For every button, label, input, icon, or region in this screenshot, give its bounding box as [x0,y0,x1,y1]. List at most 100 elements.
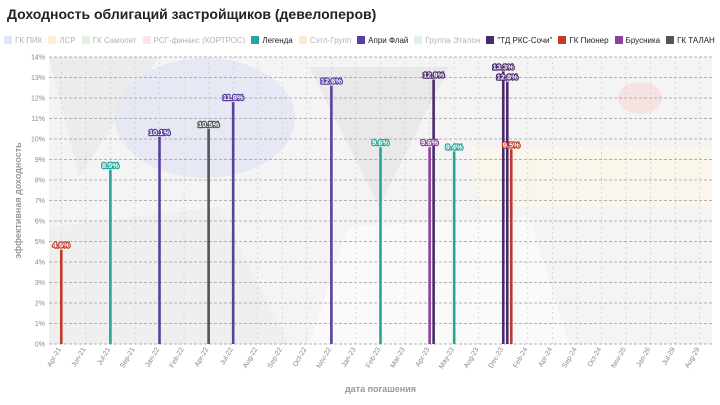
y-tick-label: 4% [35,260,45,267]
legend-label: "ТД РКС-Сочи" [497,35,553,45]
y-tick-label: 5% [35,239,45,246]
legend-item[interactable]: ГК Самолет [81,35,137,45]
x-tick-label: Jan-26 [636,346,653,368]
legend-label: ГК Самолет [92,35,137,45]
legend-label: ГК ТАЛАН [677,35,715,45]
x-tick-label: Jan-22 [144,346,161,368]
bar [109,169,112,344]
legend-label: ГК ПИК [15,35,43,45]
bar [231,102,235,344]
legend-swatch [486,36,495,44]
bar [379,147,382,344]
legend-item[interactable]: РСГ-финанс (КОРТРОС) [142,35,246,45]
x-tick-label: Sep-24 [561,346,578,369]
y-tick-label: 12% [31,96,45,103]
legend-item[interactable]: ГК ТАЛАН [666,36,715,45]
x-tick-label: Feb-23 [365,346,382,369]
data-label: 10.5% [198,120,220,129]
x-tick-label: Sep-22 [267,346,284,369]
bar [207,128,210,344]
data-label: 9.4% [446,142,463,151]
legend-item[interactable]: ГК Пионер [558,36,609,45]
bar [432,79,435,345]
chart-legend[interactable]: ГК ПИК ЛСР ГК Самолет РСГ-финанс (КОРТРОС) Л… [4,34,720,46]
bar [509,149,513,344]
x-tick-label: Apr-21 [46,346,63,368]
legend-swatch [357,36,366,44]
y-tick-label: 6% [35,219,45,226]
legend-swatch [251,36,260,44]
legend-label: РСГ-финанс (КОРТРОС) [153,35,246,45]
legend-swatch [81,36,90,44]
legend-label: ЛСР [59,35,76,45]
legend-item[interactable]: "ТД РКС-Сочи" [486,36,552,45]
data-labels: 4.6% 8.5% 9.6% 9.4% 10.1% 11.8% 12.6% 10.5% 9.6%… [52,61,522,251]
legend-swatch [298,36,307,44]
legend-item[interactable]: Сэтл-Групп [298,35,352,45]
x-tick-label: Aug-22 [242,346,259,369]
legend-item[interactable]: Апри Флай [357,36,408,45]
legend-swatch [666,36,675,44]
y-tick-label: 0% [35,342,45,349]
legend-label: Апри Флай [368,35,409,45]
y-tick-label: 14% [31,55,45,62]
bar [330,85,333,344]
data-label: 9.6% [421,138,438,147]
y-axis-title: эффективная доходность [13,142,23,259]
chart-title: Доходность облигаций застройщиков (девел… [7,6,377,22]
background-shape [309,67,449,207]
x-tick-label: Aug-29 [684,346,701,369]
x-tick-label: Feb-24 [512,346,529,369]
data-label: 12.6% [321,77,343,86]
background-shape [309,217,569,344]
legend-item[interactable]: Брусника [614,36,660,45]
legend-label: Легенда [262,35,293,45]
legend-swatch [4,36,12,44]
background-shape [469,147,712,207]
data-label: 12.9% [423,71,445,80]
x-tick-label: Apr-23 [415,346,432,368]
legend-item[interactable]: ЛСР [48,35,76,45]
x-tick-label: Jul-29 [661,346,677,366]
x-tick-label: May-23 [438,346,456,370]
bar [428,147,431,344]
y-tick-label: 3% [35,280,45,287]
bar [501,71,505,344]
y-tick-label: 11% [32,116,46,123]
y-tick-label: 7% [35,198,45,205]
x-tick-label: Sep-21 [119,346,136,369]
legend-item[interactable]: Легенда [251,35,293,45]
x-tick-label: Oct-24 [587,346,604,368]
x-axis-title: дата погашения [345,384,416,394]
bar [158,136,161,344]
legend-label: Сэтл-Групп [309,35,352,45]
y-axis-ticks: 0% 1% 2% 3% 4% 5% 6% 7% 8% 9% 10% 11% 12% 13% 14% [31,55,45,349]
legend-item[interactable]: ГК ПИК [4,36,42,45]
bar [505,81,509,344]
y-tick-label: 2% [35,301,45,308]
data-label: 11.8% [223,93,244,102]
y-tick-label: 8% [35,178,45,185]
legend-swatch [142,36,151,44]
y-tick-label: 1% [35,321,45,328]
legend-item[interactable]: Группа Эталон [414,36,480,45]
legend-swatch [48,36,57,44]
x-tick-label: Nov-22 [316,346,333,369]
x-tick-label: Jan-23 [341,346,358,368]
legend-label: Группа Эталон [425,35,481,45]
x-axis-ticks: Apr-21 Jun-21 Jul-21 Sep-21 Jan-22 Feb-22 Apr-… [46,346,701,370]
data-label: 9.6% [372,138,389,147]
data-label: 8.5% [102,161,119,170]
x-tick-label: Aug-23 [463,346,480,369]
x-tick-label: Feb-22 [169,346,186,369]
background-shape [115,58,295,178]
bar [452,151,456,344]
legend-swatch [414,36,423,44]
bar [59,249,63,344]
x-tick-label: Apr-22 [194,346,211,368]
x-tick-label: Apr-24 [538,346,555,368]
legend-swatch [558,36,567,44]
x-tick-label: Jul-21 [97,346,113,366]
y-tick-label: 13% [31,75,45,82]
